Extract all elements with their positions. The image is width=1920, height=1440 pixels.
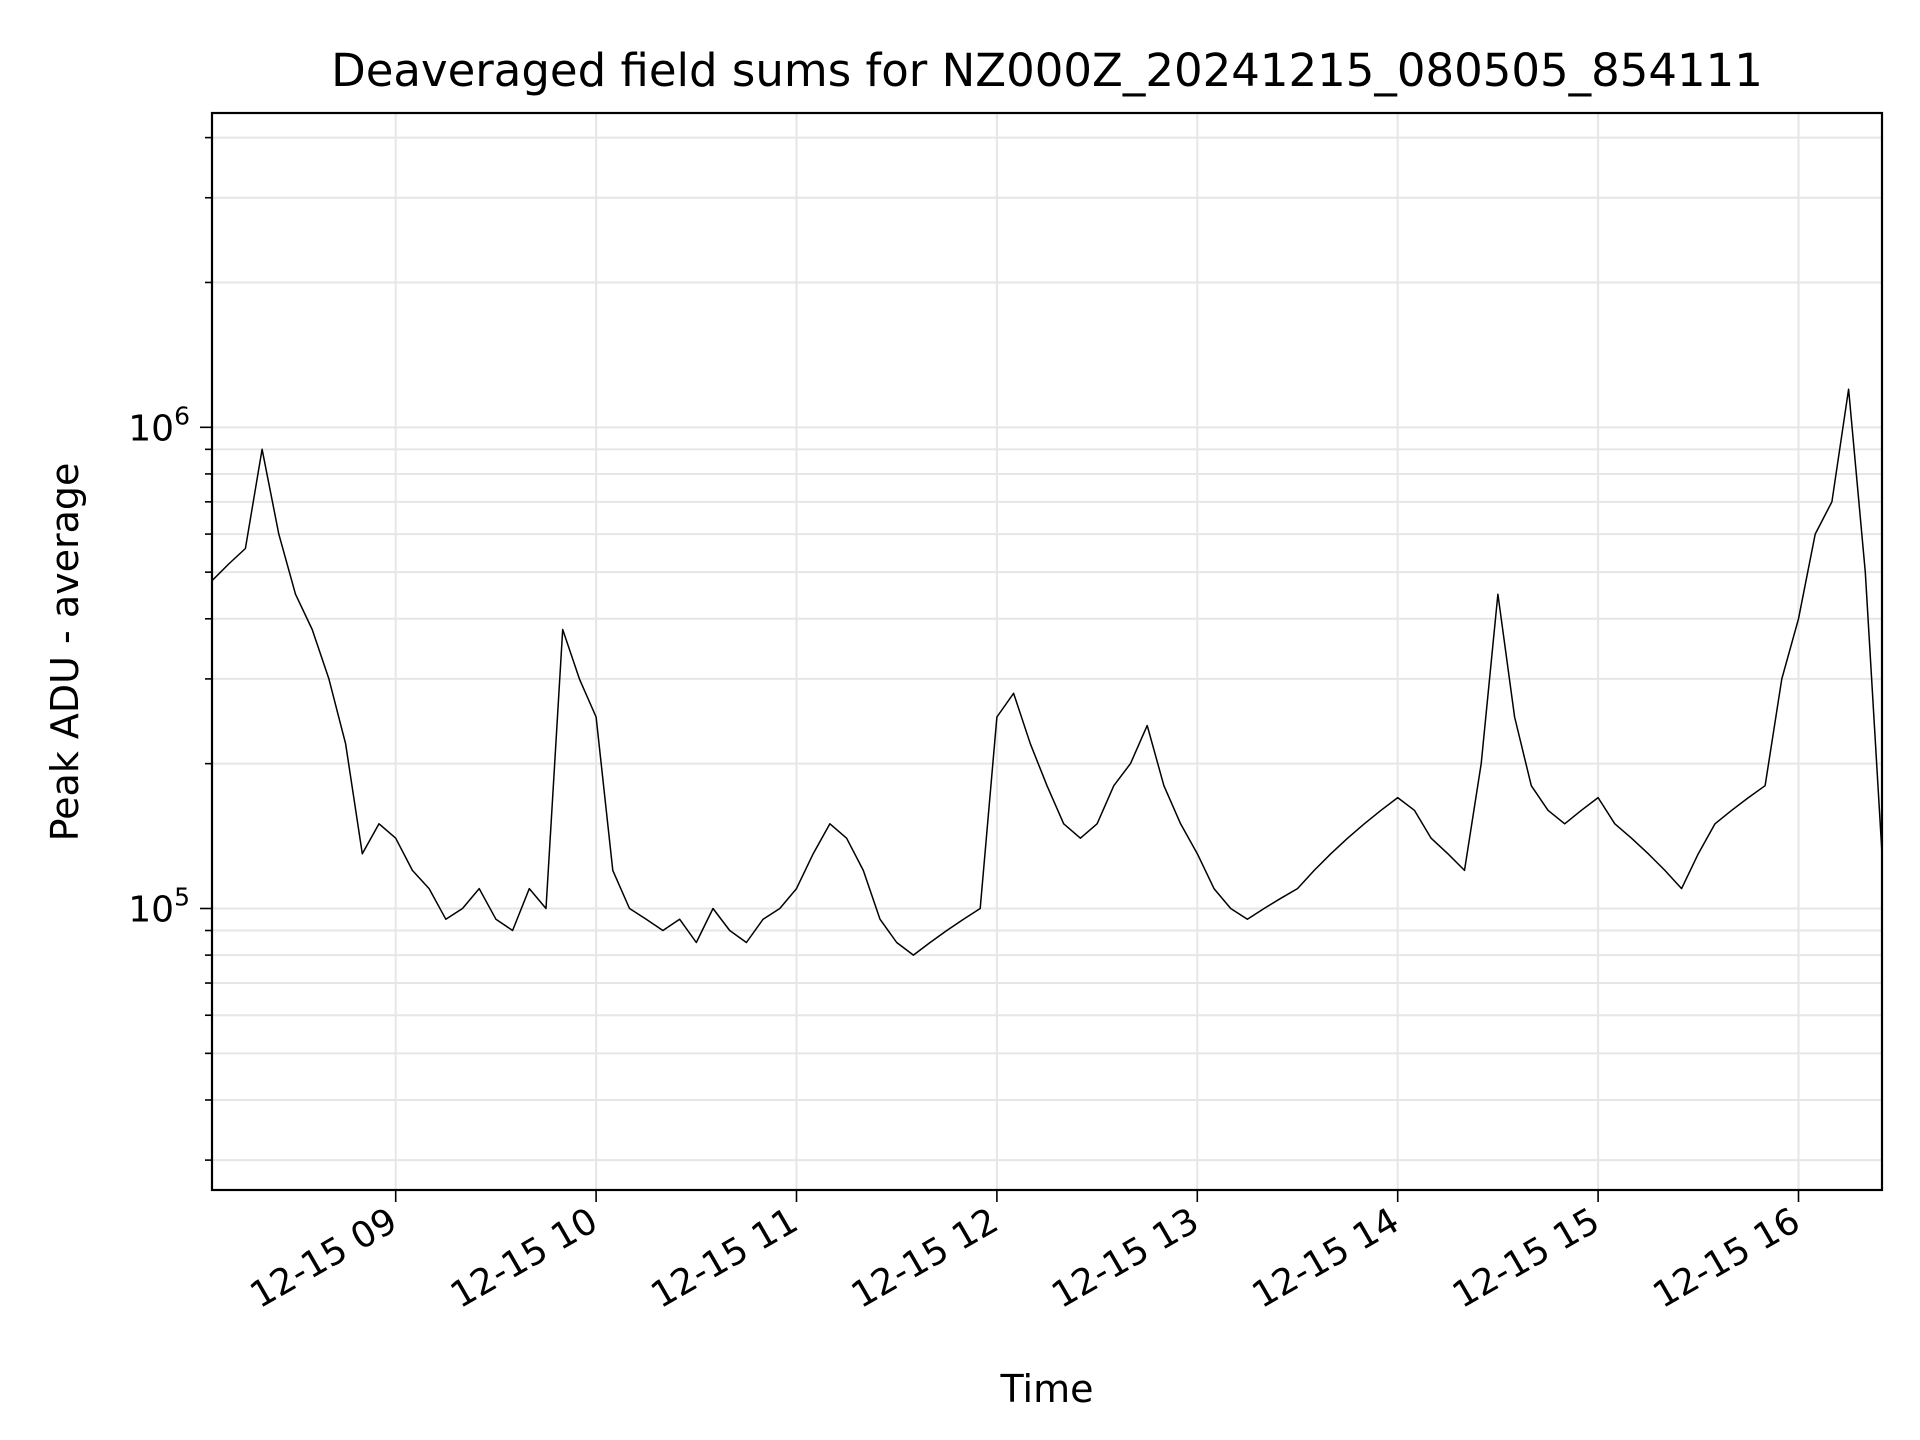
x-tick-label: 12-15 15 xyxy=(1446,1200,1607,1316)
x-tick-label: 12-15 16 xyxy=(1646,1200,1807,1316)
y-tick-label: 105 xyxy=(128,882,190,930)
chart-title: Deaveraged field sums for NZ000Z_2024121… xyxy=(331,44,1763,97)
series-line-group xyxy=(211,388,1883,956)
x-tick-label: 12-15 09 xyxy=(244,1200,405,1316)
series-line xyxy=(211,388,1883,956)
x-tick-label: 12-15 11 xyxy=(644,1200,805,1316)
grid xyxy=(212,113,1882,1190)
x-tick-label: 12-15 10 xyxy=(444,1200,605,1316)
plot-frame xyxy=(210,111,1884,1192)
x-tick-label: 12-15 13 xyxy=(1045,1200,1206,1316)
y-axis-label: Peak ADU - average xyxy=(43,463,87,842)
x-tick-label: 12-15 14 xyxy=(1246,1200,1407,1316)
y-tick-label: 106 xyxy=(128,401,190,449)
x-tick-label: 12-15 12 xyxy=(845,1200,1006,1316)
x-axis-label: Time xyxy=(1000,1367,1094,1411)
y-axis: 105 106 xyxy=(128,136,212,1161)
x-axis: 12-15 09 12-15 10 12-15 11 12-15 12 12-15 13… xyxy=(244,1190,1807,1317)
